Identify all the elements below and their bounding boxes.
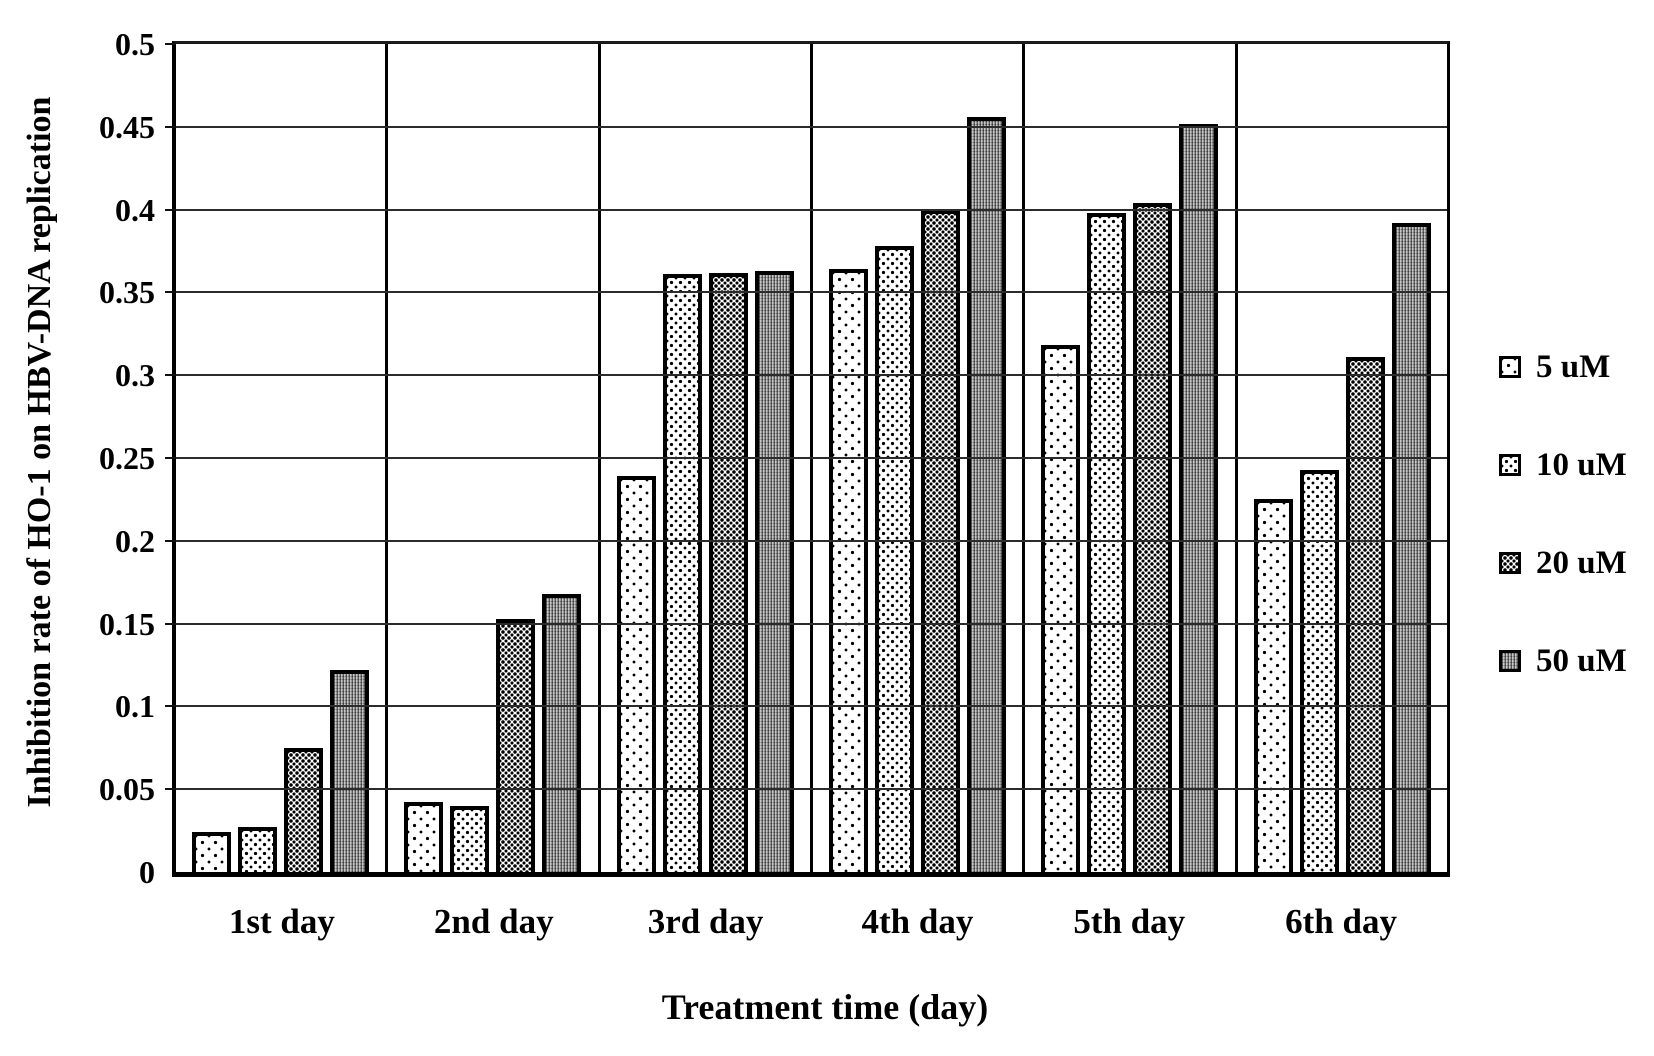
y-tick-label: 0.15 xyxy=(99,605,155,642)
bar xyxy=(1087,212,1127,872)
bar xyxy=(1041,345,1081,872)
y-tick-label: 0.5 xyxy=(115,26,155,62)
bar xyxy=(1345,356,1385,872)
bar xyxy=(708,272,748,872)
y-axis-tick xyxy=(165,788,176,791)
bar xyxy=(662,274,702,872)
legend-item: 20 uM xyxy=(1499,543,1627,583)
legend-item: 5 uM xyxy=(1499,347,1627,387)
y-tick-label: 0.05 xyxy=(99,771,155,808)
y-axis-tick xyxy=(165,208,176,211)
bar xyxy=(284,747,324,872)
y-axis-tick xyxy=(165,539,176,542)
gridline xyxy=(176,374,1447,377)
y-tick-label: 0 xyxy=(139,854,155,890)
bar xyxy=(542,593,582,872)
bar xyxy=(1299,469,1339,872)
y-axis-tick xyxy=(165,43,176,45)
y-axis-tick xyxy=(165,374,176,377)
legend: 5 uM 10 uM 20 uM 50 uM xyxy=(1499,347,1627,681)
bar-group xyxy=(1238,44,1447,872)
bar xyxy=(967,116,1007,872)
bar xyxy=(192,832,232,872)
bar xyxy=(754,270,794,872)
bar xyxy=(1391,222,1431,872)
bar-group xyxy=(813,44,1022,872)
x-category-label: 4th day xyxy=(861,902,974,941)
bar-group xyxy=(388,44,597,872)
y-tick-label: 0.35 xyxy=(99,274,155,311)
bar xyxy=(404,802,444,872)
bar xyxy=(616,476,656,872)
legend-label: 20 uM xyxy=(1536,545,1627,581)
gridline xyxy=(176,622,1447,625)
bar xyxy=(1179,123,1219,872)
bar xyxy=(1133,202,1173,872)
gridline xyxy=(176,457,1447,459)
legend-label: 50 uM xyxy=(1536,643,1627,679)
y-tick-label: 0.25 xyxy=(99,440,155,476)
legend-marker-icon xyxy=(1499,356,1521,378)
legend-marker-icon xyxy=(1499,650,1521,672)
y-tick-label: 0.1 xyxy=(115,688,155,725)
legend-label: 5 uM xyxy=(1536,349,1611,385)
x-category-label: 5th day xyxy=(1073,902,1186,941)
y-axis-tick xyxy=(165,457,176,459)
y-axis-tick xyxy=(165,705,176,708)
gridline xyxy=(176,208,1447,211)
y-axis-tick xyxy=(165,125,176,128)
y-axis-tick xyxy=(165,291,176,294)
category-panel xyxy=(1234,44,1447,872)
y-tick-label: 0.2 xyxy=(115,522,155,559)
bar xyxy=(238,827,278,872)
chart-region: 0 0.05 0.1 0.15 0.2 0.25 0.3 0.35 0.4 0.45 0.5 1st … xyxy=(99,28,1450,939)
bar xyxy=(921,209,961,872)
bar xyxy=(875,246,915,872)
bar xyxy=(496,618,536,872)
bar xyxy=(829,269,869,872)
y-axis-title: Inhibition rate of HO-1 on HBV-DNA repli… xyxy=(21,96,58,808)
panels-row xyxy=(176,44,1447,872)
y-tick-label: 0.4 xyxy=(115,191,155,228)
category-panel xyxy=(1022,44,1234,872)
bar-group xyxy=(1025,44,1234,872)
gridline xyxy=(176,539,1447,542)
legend-label: 10 uM xyxy=(1536,447,1627,483)
x-category-label: 3rd day xyxy=(647,902,764,941)
gridline xyxy=(176,125,1447,128)
legend-marker-icon xyxy=(1499,552,1521,574)
bar xyxy=(1253,499,1293,872)
y-axis-tick xyxy=(165,622,176,625)
legend-marker-icon xyxy=(1499,454,1521,476)
x-category-label: 1st day xyxy=(228,902,335,941)
gridline xyxy=(176,705,1447,708)
y-tick-label: 0.45 xyxy=(99,108,155,145)
bar xyxy=(450,805,490,872)
x-category-label: 2nd day xyxy=(433,902,554,941)
legend-item: 10 uM xyxy=(1499,445,1627,485)
x-category-label: 6th day xyxy=(1285,902,1397,941)
gridline xyxy=(176,291,1447,294)
gridline xyxy=(176,788,1447,791)
category-panel xyxy=(809,44,1022,872)
y-tick-label: 0.3 xyxy=(115,357,155,394)
bar xyxy=(330,669,370,872)
x-axis-title: Treatment time (day) xyxy=(661,987,989,1027)
plot-inner: 0 0.05 0.1 0.15 0.2 0.25 0.3 0.35 0.4 0.45 0.5 1st … xyxy=(99,28,1447,939)
legend-item: 50 uM xyxy=(1499,641,1627,681)
